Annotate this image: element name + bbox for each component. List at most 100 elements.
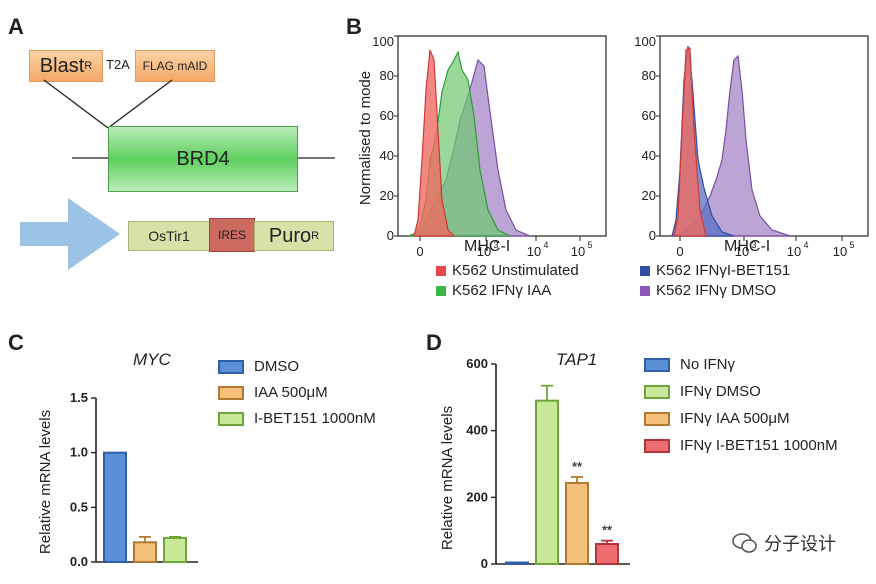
tap1-bar <box>505 561 529 565</box>
myc-bar <box>133 541 157 564</box>
xtick-right-10-4: 10 <box>787 244 801 259</box>
brd4-gene-box: BRD4 <box>108 126 298 192</box>
ytick-right-60: 60 <box>642 108 656 123</box>
tap1-legend-dmso: IFNγ DMSO <box>644 383 761 400</box>
xtick-right-0: 0 <box>676 244 683 259</box>
tap1-bar <box>595 543 619 565</box>
ytick-right-0: 0 <box>649 228 656 243</box>
tap1-legend-iaa: IFNγ IAA 500μM <box>644 410 790 427</box>
promoter-arrow-icon <box>20 198 120 270</box>
flow-histograms: Normalised to mode 0 20 40 60 80 100 0 1… <box>357 34 869 259</box>
blue-swatch-icon <box>644 357 670 372</box>
ytick-right-100: 100 <box>634 34 656 49</box>
puro-box: Puro R <box>254 221 334 251</box>
tap1-ytick-label: 0 <box>481 556 488 571</box>
xtick-right-10-3-sup: 3 <box>751 240 756 250</box>
orange-swatch-icon <box>644 411 670 426</box>
ytick-right-40: 40 <box>642 148 656 163</box>
puro-superscript: R <box>311 230 320 242</box>
ytick-left-60: 60 <box>380 108 394 123</box>
watermark-text: 分子设计 <box>764 534 836 554</box>
wechat-icon <box>732 533 757 553</box>
blue-square-icon <box>640 265 650 276</box>
histogram-right-xticks: 0 10 3 10 4 10 5 <box>676 240 854 259</box>
tap1-legend-dmso-label: IFNγ DMSO <box>680 383 761 400</box>
flow-legend-dmso: K562 IFNγ DMSO <box>640 282 776 299</box>
blast-superscript: R <box>84 60 93 72</box>
ostir1-box: OsTir1 <box>128 221 210 251</box>
blue-swatch-icon <box>218 359 244 374</box>
flow-legend-unstim-label: K562 Unstimulated <box>452 262 579 279</box>
panel-d-label: D <box>426 330 442 355</box>
myc-title: MYC <box>133 350 171 369</box>
ytick-right-20: 20 <box>642 188 656 203</box>
green-square-icon <box>436 285 446 296</box>
xtick-left-10-3-sup: 3 <box>493 240 498 250</box>
ytick-left-20: 20 <box>380 188 394 203</box>
hist-left-unstim <box>413 49 456 237</box>
xtick-right-10-5-sup: 5 <box>849 240 854 250</box>
t2a-label: T2A <box>106 57 130 72</box>
xtick-left-10-5-sup: 5 <box>587 240 592 250</box>
tap1-significance-label: ** <box>572 459 583 474</box>
watermark: 分子设计 <box>732 530 836 556</box>
myc-legend-iaa-label: IAA 500μM <box>254 384 328 401</box>
xtick-left-10-5: 10 <box>571 244 585 259</box>
ytick-right-80: 80 <box>642 68 656 83</box>
tap1-legend-ibet: IFNγ I-BET151 1000nM <box>644 437 838 454</box>
xtick-left-10-4: 10 <box>527 244 541 259</box>
xtick-right-10-5: 10 <box>833 244 847 259</box>
tap1-ytick-label: 400 <box>466 423 488 438</box>
flow-xlabel-right: MHC-I <box>724 238 771 255</box>
ytick-left-40: 40 <box>380 148 394 163</box>
flow-legend-iaa-label: K562 IFNγ IAA <box>452 282 552 299</box>
green-swatch-icon <box>644 384 670 399</box>
flag-maid-box: FLAG mAID <box>135 50 215 82</box>
histogram-right-yticks: 0 20 40 60 80 100 <box>634 34 656 243</box>
brd4-label: BRD4 <box>176 147 230 170</box>
xtick-left-10-3: 10 <box>477 244 491 259</box>
myc-legend-dmso-label: DMSO <box>254 358 299 375</box>
myc-ytick-label: 1.0 <box>70 445 88 460</box>
xtick-right-10-3: 10 <box>735 244 749 259</box>
panel-b-label: B <box>346 14 362 39</box>
tap1-ylabel: Relative mRNA levels <box>439 406 456 550</box>
tap1-ytick-label: 200 <box>466 489 488 504</box>
myc-ylabel: Relative mRNA levels <box>37 410 54 554</box>
ytick-left-100: 100 <box>372 34 394 49</box>
flow-ylabel: Normalised to mode <box>357 71 374 205</box>
histogram-left-xticks: 0 10 3 10 4 10 5 <box>416 240 592 259</box>
flow-legend-ibet-label: K562 IFNγI-BET151 <box>656 262 791 279</box>
blast-box: Blast R <box>29 50 103 82</box>
myc-legend-ibet-label: I-BET151 1000nM <box>254 410 376 427</box>
purple-square-icon <box>640 285 650 296</box>
green-swatch-icon <box>218 411 244 426</box>
blast-label: Blast <box>39 54 85 77</box>
myc-ytick-label: 1.5 <box>70 390 88 405</box>
red-square-icon <box>436 265 446 276</box>
hist-right-unstim <box>673 47 707 237</box>
tap1-legend-no-ifn: No IFNγ <box>644 356 735 373</box>
orange-swatch-icon <box>218 385 244 400</box>
tap1-significance-label: ** <box>602 523 613 538</box>
myc-ytick-label: 0.0 <box>70 554 88 569</box>
tap1-bar <box>535 399 559 565</box>
ostir1-label: OsTir1 <box>148 228 190 244</box>
tap1-bar <box>565 482 589 565</box>
flow-legend-dmso-label: K562 IFNγ DMSO <box>656 282 777 299</box>
xtick-right-10-4-sup: 4 <box>803 240 808 250</box>
flow-legend-ibet: K562 IFNγI-BET151 <box>640 262 790 279</box>
puro-label: Puro <box>268 224 312 247</box>
red-swatch-icon <box>644 438 670 453</box>
xtick-left-0: 0 <box>416 244 423 259</box>
tap1-legend-iaa-label: IFNγ IAA 500μM <box>680 410 790 427</box>
tap1-title: TAP1 <box>556 350 598 369</box>
myc-bar <box>163 536 187 564</box>
panel-c-label: C <box>8 330 24 355</box>
tap1-legend-ibet-label: IFNγ I-BET151 1000nM <box>680 437 838 454</box>
myc-ytick-label: 0.5 <box>70 499 88 514</box>
tap1-chart: Relative mRNA levels 0 200 400 600 ** ** <box>439 356 630 571</box>
flow-legend-unstim: K562 Unstimulated <box>436 262 579 279</box>
ires-box: IRES <box>209 218 255 252</box>
histogram-left-yticks: 0 20 40 60 80 100 <box>372 34 394 243</box>
